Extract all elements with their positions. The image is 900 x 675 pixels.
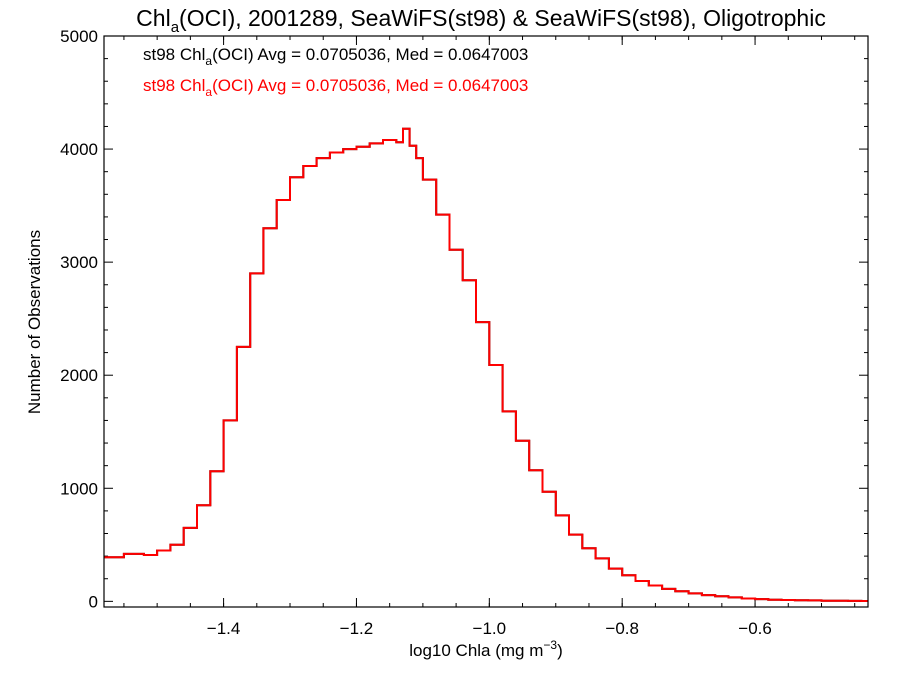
y-tick-label: 0 — [89, 592, 98, 611]
annotation-black-subscript: a — [205, 54, 212, 68]
y-tick-label: 4000 — [60, 140, 98, 159]
x-axis-label: log10 Chla (mg m−3) — [409, 638, 563, 660]
title-subscript: a — [171, 19, 180, 36]
title-suffix: (OCI), 2001289, SeaWiFS(st98) & SeaWiFS(… — [179, 5, 826, 31]
y-tick-label: 1000 — [60, 479, 98, 498]
x-tick-label: −0.8 — [605, 619, 639, 638]
x-tick-label: −0.6 — [738, 619, 772, 638]
x-tick-label: −1.0 — [473, 619, 507, 638]
annotation-black-prefix: st98 Chl — [143, 45, 205, 64]
series-layer — [104, 127, 868, 602]
x-axis-label-sup: −3 — [543, 638, 557, 652]
plot-frame — [103, 35, 869, 608]
annotation-black-suffix: (OCI) Avg = 0.0705036, Med = 0.0647003 — [212, 45, 528, 64]
y-tick-label: 2000 — [60, 366, 98, 385]
annotation-red-prefix: st98 Chl — [143, 76, 205, 95]
chart-title: Chla(OCI), 2001289, SeaWiFS(st98) & SeaW… — [136, 5, 826, 36]
series-line-0 — [104, 127, 868, 602]
x-axis-label-close: ) — [557, 641, 563, 660]
title-prefix: Chl — [136, 5, 171, 31]
series-line-1 — [104, 127, 868, 602]
annotation-red: st98 Chla(OCI) Avg = 0.0705036, Med = 0.… — [143, 76, 528, 99]
y-tick-label: 3000 — [60, 253, 98, 272]
annotation-red-subscript: a — [205, 85, 212, 99]
annotation-red-suffix: (OCI) Avg = 0.0705036, Med = 0.0647003 — [212, 76, 528, 95]
y-axis-label: Number of Observations — [25, 230, 44, 414]
x-tick-label: −1.4 — [207, 619, 241, 638]
ticks-layer: −1.4 −1.2 −1.0 −0.8 −0.6 0 1000 2000 3000 4000 500… — [60, 27, 868, 638]
y-tick-label: 5000 — [60, 27, 98, 46]
annotation-black: st98 Chla(OCI) Avg = 0.0705036, Med = 0.… — [143, 45, 528, 68]
x-tick-label: −1.2 — [340, 619, 374, 638]
x-axis-label-main: log10 Chla (mg m — [409, 641, 543, 660]
